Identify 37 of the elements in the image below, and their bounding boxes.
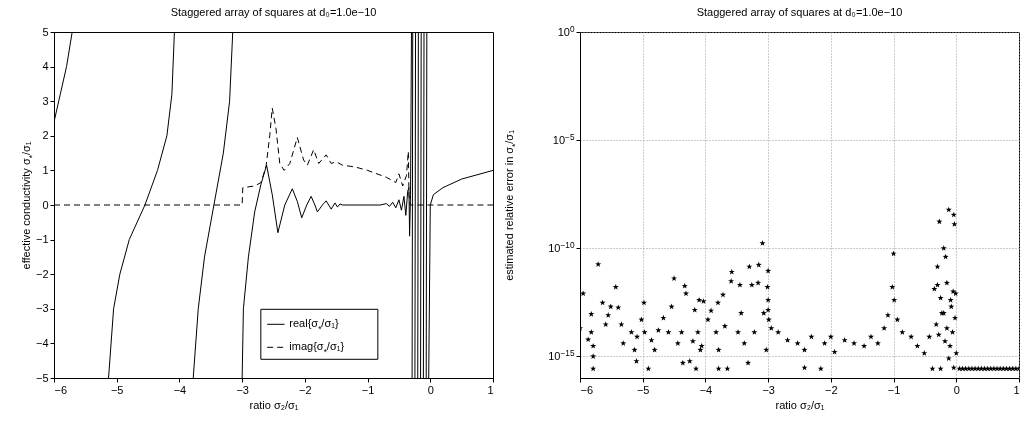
x-tick-label: 0 <box>953 383 960 396</box>
x-tick-label: −3 <box>236 383 249 396</box>
y-tick-label: 10$^{−5}$ <box>552 132 575 146</box>
y-tick-label: 5 <box>42 25 49 38</box>
y-tick-label: 10$^{0}$ <box>557 24 575 38</box>
x-tick-label: 1 <box>487 383 494 396</box>
y-tick-label: −3 <box>35 302 49 315</box>
y-tick-label: −5 <box>35 371 49 384</box>
x-tick-label: −4 <box>699 383 713 396</box>
x-tick-label: −4 <box>173 383 187 396</box>
y-tick-label: 4 <box>42 60 49 73</box>
x-tick-label: 0 <box>427 383 434 396</box>
y-tick-label: −4 <box>35 336 49 349</box>
legend-label: imag{σ$_{*}$/σ₁} <box>289 340 345 357</box>
legend-label: real{σ$_{*}$/σ₁} <box>289 317 339 334</box>
x-tick-label: −1 <box>361 383 375 396</box>
x-tick-label: −3 <box>762 383 775 396</box>
x-tick-label: −5 <box>110 383 124 396</box>
y-tick-label: 0 <box>42 198 49 211</box>
x-tick-label: −6 <box>54 383 68 396</box>
y-tick-label: 1 <box>42 163 49 176</box>
x-tick-label: −2 <box>299 383 312 396</box>
x-axis-title: ratio σ₂/σ₁ <box>775 398 825 411</box>
x-tick-label: −2 <box>825 383 838 396</box>
y-tick-label: 10$^{−15}$ <box>548 348 575 362</box>
y-tick-label: −2 <box>35 267 49 280</box>
chart-title: Staggered array of squares at d₀=1.0e−10 <box>170 6 377 18</box>
x-tick-label: 1 <box>1013 383 1020 396</box>
y-tick-label: 10$^{−10}$ <box>548 240 575 254</box>
y-tick-label: −1 <box>35 233 49 246</box>
x-tick-label: −6 <box>580 383 594 396</box>
x-axis-title: ratio σ₂/σ₁ <box>249 398 299 411</box>
x-tick-label: −5 <box>636 383 650 396</box>
y-tick-label: 3 <box>42 94 49 107</box>
x-tick-label: −1 <box>887 383 901 396</box>
y-tick-label: 2 <box>42 129 49 142</box>
chart-title: Staggered array of squares at d₀=1.0e−10 <box>696 6 903 18</box>
